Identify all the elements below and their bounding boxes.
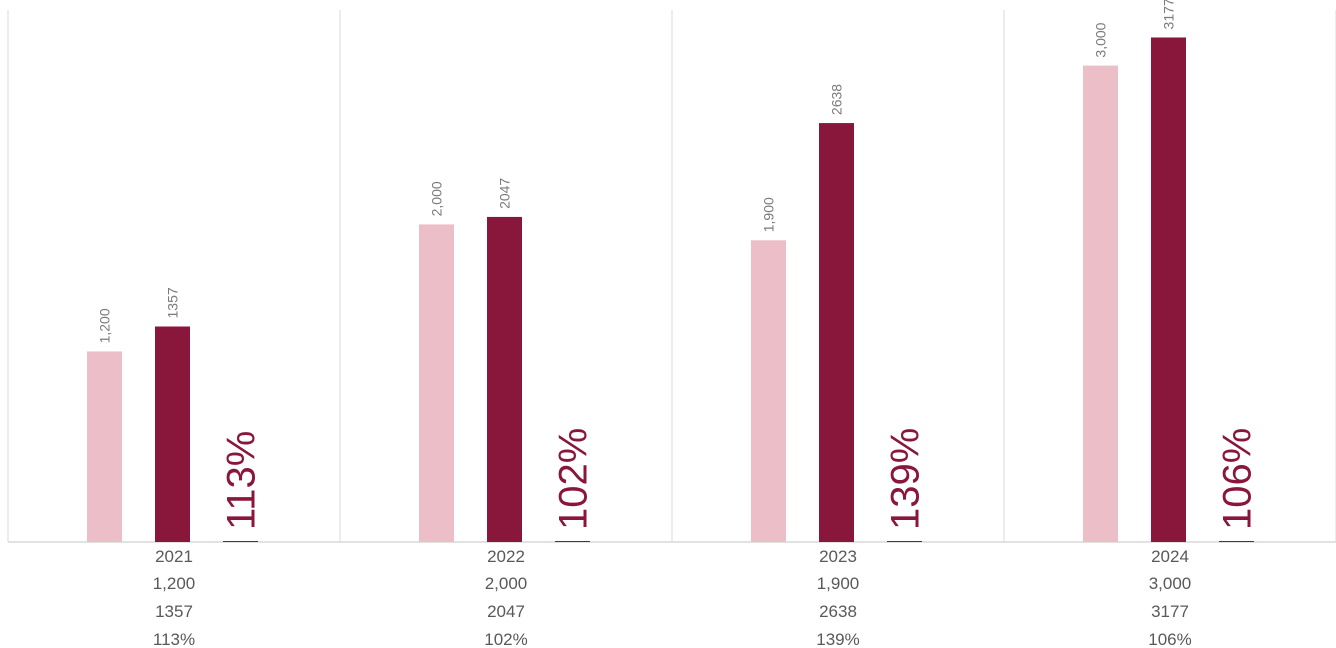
- table-cell: 2047: [487, 602, 525, 621]
- bar-series-3: [223, 541, 258, 542]
- table-cell: 3177: [1151, 602, 1189, 621]
- bar-series-3: [1219, 541, 1254, 542]
- table-cell: 2,000: [485, 574, 528, 593]
- data-label: 2638: [829, 84, 845, 115]
- bar-series-3: [555, 541, 590, 542]
- data-label: 1,200: [97, 308, 113, 343]
- data-label: 1,900: [761, 197, 777, 232]
- table-cell: 113%: [153, 630, 195, 648]
- data-label: 2047: [497, 178, 513, 209]
- bar-series-2: [1151, 37, 1186, 542]
- table-cell: 102%: [484, 630, 527, 648]
- percent-label: 106%: [1216, 428, 1260, 530]
- x-tick-label: 2023: [819, 547, 857, 566]
- table-cell: 1,900: [817, 574, 860, 593]
- x-tick-label: 2022: [487, 547, 525, 566]
- bar-series-2: [487, 216, 522, 542]
- bar-series-1: [419, 224, 454, 542]
- percent-label: 113%: [220, 431, 264, 530]
- bar-series-1: [1083, 65, 1118, 542]
- data-label: 2,000: [429, 181, 445, 216]
- table-cell: 3,000: [1149, 574, 1192, 593]
- table-cell: 1357: [155, 602, 193, 621]
- data-label: 3177: [1161, 0, 1177, 29]
- bar-series-1: [87, 351, 122, 542]
- data-label: 3,000: [1093, 22, 1109, 57]
- x-tick-label: 2024: [1151, 547, 1189, 566]
- bar-series-2: [819, 123, 854, 542]
- percent-label: 102%: [552, 428, 596, 530]
- bar-series-3: [887, 541, 922, 542]
- x-tick-label: 2021: [155, 547, 193, 566]
- table-cell: 139%: [816, 630, 859, 648]
- table-cell: 1,200: [153, 574, 196, 593]
- bar-series-1: [751, 240, 786, 542]
- table-cell: 106%: [1148, 630, 1191, 648]
- plot-area: 1,200 1357 113% 2021 1,200 1357 113% 2,000 2047 1…: [7, 0, 1336, 648]
- bar-series-2: [155, 326, 190, 542]
- table-cell: 2638: [819, 602, 857, 621]
- percent-label: 139%: [884, 428, 928, 530]
- data-label: 1357: [165, 287, 181, 318]
